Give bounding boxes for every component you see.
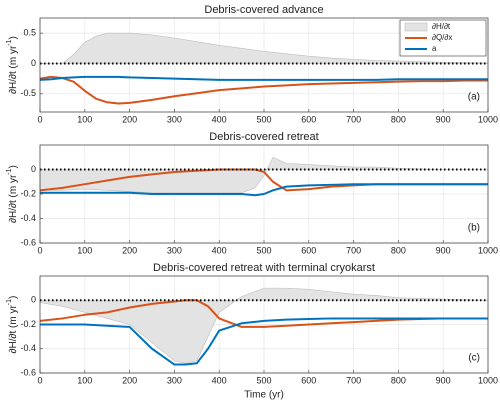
area (40, 32, 489, 64)
area (39, 287, 489, 364)
x-tick-label: 900 (436, 114, 451, 124)
x-tick-label: 300 (167, 375, 182, 385)
x-tick-label: 300 (167, 245, 182, 255)
x-tick-label: 800 (391, 245, 406, 255)
legend-label: ∂Q/∂x (432, 33, 452, 42)
x-tick-label: 800 (391, 375, 406, 385)
y-tick-label: -0.4 (20, 343, 36, 353)
y-tick-label: -0.4 (20, 213, 36, 223)
x-tick-label: 500 (256, 114, 271, 124)
x-tick-label: 300 (167, 114, 182, 124)
axes-box (39, 275, 489, 374)
x-tick-label: 600 (301, 375, 316, 385)
chart-title: Debris-covered retreat with terminal cry… (153, 262, 375, 274)
y-tick-label: -0.6 (20, 367, 36, 377)
y-tick-label: 0.5 (23, 28, 36, 38)
y-axis-label: ∂H/∂t (m yr-1) (6, 296, 19, 354)
line (39, 75, 488, 81)
x-tick-label: 0 (37, 114, 42, 124)
y-tick-label: -0.5 (20, 88, 36, 98)
x-tick-label: 800 (391, 114, 406, 124)
x-tick-label: 1000 (478, 245, 498, 255)
x-tick-label: 100 (77, 114, 92, 124)
y-axis-label: ∂H/∂t (m yr-1) (6, 36, 19, 94)
x-tick-label: 900 (436, 245, 451, 255)
y-tick-label: -0.2 (20, 188, 36, 198)
x-tick-label: 700 (346, 114, 361, 124)
chart-title: Debris-covered retreat (209, 131, 318, 143)
x-tick-label: 0 (37, 245, 42, 255)
y-axis-label-text: ∂H/∂t (m yr (8, 45, 19, 94)
panel-label: (a) (468, 92, 480, 103)
y-tick-label: 0 (31, 164, 36, 174)
line (40, 317, 488, 366)
y-axis-label-sup: -1 (6, 299, 13, 305)
x-tick-label: 100 (77, 375, 92, 385)
x-axis-label: Time (yr) (244, 390, 284, 401)
legend-label: a (432, 44, 437, 53)
x-tick-label: 700 (346, 245, 361, 255)
x-tick-label: 200 (122, 375, 137, 385)
x-tick-label: 900 (436, 375, 451, 385)
line (39, 299, 488, 328)
x-tick-label: 400 (212, 114, 227, 124)
x-tick-label: 600 (301, 114, 316, 124)
y-tick-label: 0 (31, 295, 36, 305)
panel-label: (b) (468, 223, 480, 234)
y-axis-label-sup: -1 (6, 168, 13, 174)
x-tick-label: 600 (301, 245, 316, 255)
x-tick-label: 500 (256, 375, 271, 385)
y-tick-label: -0.2 (20, 319, 36, 329)
y-axis-label-sup: -1 (6, 39, 13, 45)
y-tick-label: -0.6 (20, 237, 36, 247)
x-tick-label: 1000 (478, 375, 498, 385)
x-tick-label: 700 (346, 375, 361, 385)
line (40, 183, 488, 197)
y-axis-label-end: ) (8, 165, 19, 168)
x-tick-label: 200 (122, 114, 137, 124)
x-tick-label: 400 (212, 245, 227, 255)
chart-title: Debris-covered advance (204, 4, 323, 16)
axes-box (39, 144, 489, 244)
x-tick-label: 200 (122, 245, 137, 255)
y-axis-label-end: ) (8, 296, 19, 299)
y-axis-label-text: ∂H/∂t (m yr (8, 305, 19, 354)
axes-box (39, 17, 489, 113)
x-tick-label: 0 (37, 375, 42, 385)
panel-label: (c) (468, 353, 480, 364)
line (39, 75, 488, 105)
legend-swatch (404, 22, 428, 32)
x-tick-label: 400 (212, 375, 227, 385)
y-axis-label-end: ) (8, 36, 19, 39)
y-tick-label: 0 (31, 58, 36, 68)
x-tick-label: 1000 (478, 114, 498, 124)
area (39, 156, 488, 194)
x-tick-label: 500 (256, 245, 271, 255)
x-tick-label: 100 (77, 245, 92, 255)
y-axis-label: ∂H/∂t (m yr-1) (6, 165, 19, 223)
legend-label: ∂H/∂t (432, 22, 451, 31)
y-axis-label-text: ∂H/∂t (m yr (8, 174, 19, 223)
